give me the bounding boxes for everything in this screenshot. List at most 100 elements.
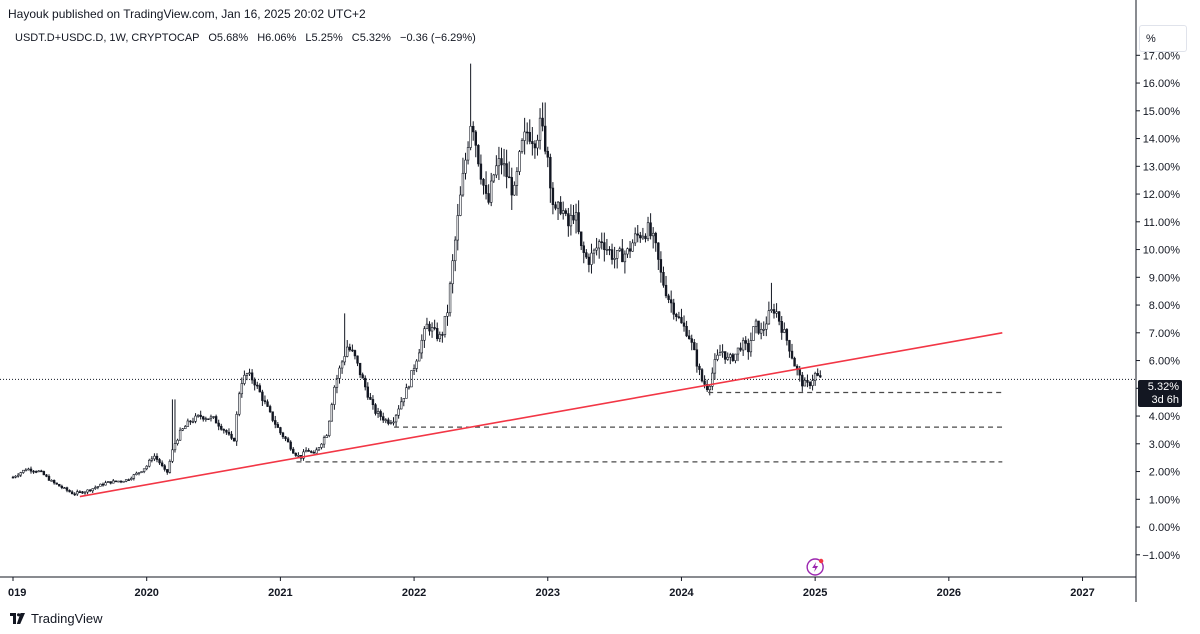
candle-body: [230, 433, 233, 439]
candle-body: [397, 408, 400, 416]
candle-body: [307, 450, 310, 452]
candle-body: [651, 232, 655, 237]
x-tick-label: 2021: [268, 587, 292, 599]
candle-body: [626, 248, 629, 255]
candle-body: [682, 322, 686, 327]
candle-body: [263, 400, 267, 403]
candle-body: [325, 435, 328, 438]
candle-body: [356, 355, 359, 364]
candle-body: [55, 482, 58, 485]
candle-body: [515, 171, 519, 186]
candle-body: [592, 249, 596, 254]
candle-body: [333, 386, 336, 405]
candle-body: [119, 480, 123, 483]
candle-body: [438, 334, 441, 340]
candle-body: [579, 231, 583, 247]
candle-body: [734, 353, 737, 361]
candle-body: [669, 299, 673, 304]
candle-body: [505, 163, 508, 178]
candle-body: [384, 419, 387, 422]
candle-body: [628, 248, 632, 252]
candle-body: [88, 489, 92, 492]
chart-frame: [0, 0, 1137, 602]
candle-body: [394, 414, 398, 423]
candle-body: [497, 158, 501, 167]
candle-body: [158, 459, 161, 464]
candle-body: [235, 413, 238, 442]
candle-body: [315, 449, 318, 454]
candle-body: [32, 470, 35, 473]
candle-body: [101, 483, 105, 486]
candle-body: [191, 421, 195, 423]
candle-body: [379, 411, 382, 417]
candle-body: [240, 383, 244, 395]
candle-body: [168, 461, 172, 473]
candle-body: [130, 478, 133, 480]
candle-body: [618, 248, 621, 251]
x-tick-label: 2025: [803, 587, 827, 599]
candle-body: [312, 451, 316, 454]
candle-body: [346, 346, 349, 357]
candle-body: [525, 131, 529, 134]
candle-body: [202, 416, 205, 420]
y-tick-label: 0.00%: [1149, 522, 1180, 534]
candle-body: [759, 329, 763, 334]
candle-body: [135, 472, 138, 476]
candle-body: [238, 393, 241, 415]
candle-body: [466, 147, 470, 161]
candle-body: [258, 385, 262, 393]
high-label: H: [257, 32, 266, 44]
candle-body: [45, 474, 48, 477]
x-tick-label: 2023: [536, 587, 560, 599]
candle-body: [664, 284, 668, 297]
candle-body: [464, 159, 467, 174]
candle-body: [495, 165, 498, 176]
candle-body: [412, 368, 416, 371]
candle-body: [749, 340, 753, 353]
percent-scale-button[interactable]: %: [1139, 25, 1187, 52]
candle-body: [212, 416, 215, 418]
candle-body: [446, 312, 449, 317]
candle-body: [487, 193, 490, 203]
footer-branding[interactable]: TradingView: [10, 611, 103, 626]
candle-body: [790, 350, 794, 359]
candle-body: [713, 359, 717, 374]
candle-body: [757, 320, 760, 334]
candle-body: [752, 326, 755, 341]
candle-body: [37, 470, 40, 473]
candle-body: [662, 271, 665, 286]
candle-body: [76, 491, 79, 495]
candle-body: [214, 416, 218, 424]
candle-body: [340, 361, 344, 369]
candle-body: [104, 482, 107, 486]
candle-body: [132, 474, 136, 479]
candle-body: [163, 465, 166, 470]
candle-body: [364, 377, 367, 388]
candle-body: [633, 233, 637, 244]
candle-body: [153, 455, 156, 460]
candle-body: [166, 469, 169, 473]
candle-body: [780, 320, 783, 333]
lightning-event-icon: [806, 558, 824, 576]
candle-body: [649, 222, 652, 237]
candle-body: [482, 178, 485, 186]
candle-body: [178, 429, 182, 441]
candle-body: [726, 356, 729, 360]
symbol-name[interactable]: USDT.D+USDC.D, 1W, CRYPTOCAP: [15, 32, 200, 44]
candle-body: [454, 239, 457, 262]
candle-body: [765, 323, 768, 330]
candle-body: [70, 491, 74, 495]
candle-body: [81, 491, 84, 494]
candle-body: [27, 468, 30, 471]
candle-body: [420, 339, 423, 354]
candle-body: [641, 235, 645, 239]
candle-body: [155, 455, 159, 460]
candle-body: [268, 406, 272, 413]
candle-body: [34, 471, 38, 473]
candle-body: [646, 222, 650, 240]
candle-body: [83, 491, 87, 494]
x-tick-label: 2024: [669, 587, 694, 599]
candle-body: [284, 436, 287, 440]
y-tick-label: 11.00%: [1144, 217, 1181, 229]
